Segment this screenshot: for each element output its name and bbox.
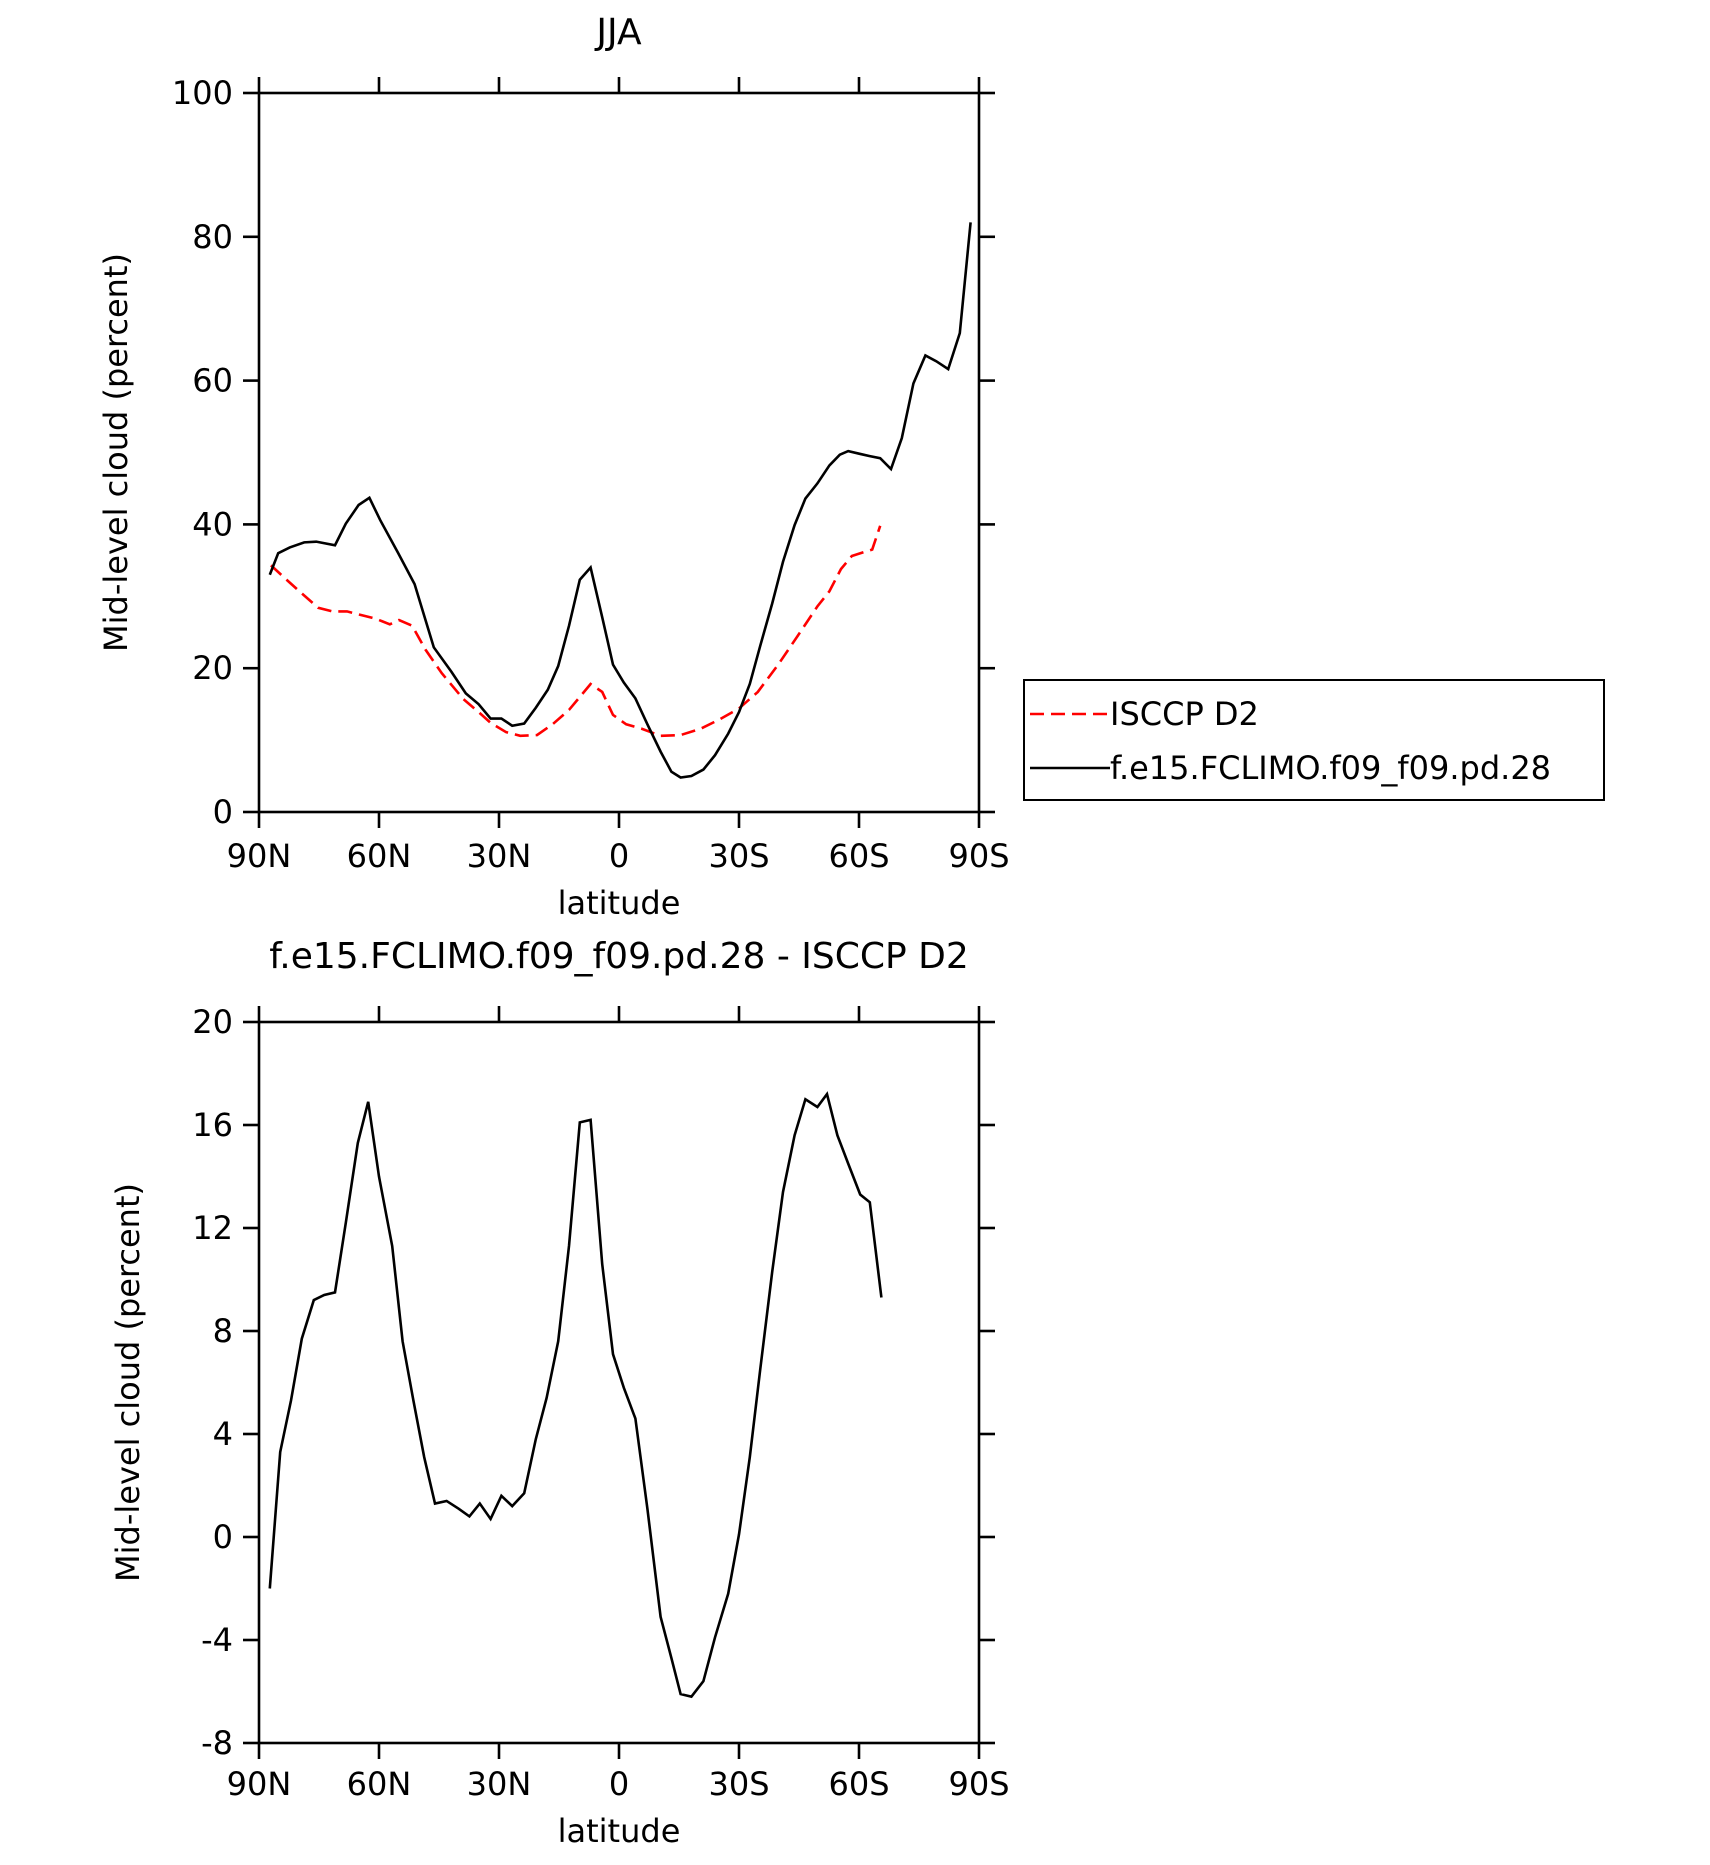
y-tick-label: 60 [192,362,233,400]
plot-frame [257,91,981,814]
y-tick-label: -4 [201,1621,233,1659]
x-tick-label: 90N [227,837,292,875]
y-tick-label: 20 [192,1003,233,1041]
x-tick-label: 90N [227,1765,292,1803]
y-tick-label: 8 [213,1312,233,1350]
y-axis-label: Mid-level cloud (percent) [97,253,135,652]
x-tick-label: 60N [347,837,412,875]
x-tick-label: 90S [948,1765,1009,1803]
y-tick-label: 20 [192,649,233,687]
x-axis-label: latitude [558,1812,681,1850]
y-tick-label: -8 [201,1724,233,1762]
y-tick-label: 80 [192,218,233,256]
legend-label: ISCCP D2 [1110,695,1259,733]
data-line [268,1091,883,1699]
y-tick-label: 100 [172,74,233,112]
y-tick-label: 0 [213,793,233,831]
x-tick-label: 30S [708,837,769,875]
legend-label: f.e15.FCLIMO.f09_f09.pd.28 [1110,749,1551,787]
y-tick-label: 16 [192,1106,233,1144]
data-line [268,222,972,779]
x-tick-label: 90S [948,837,1009,875]
y-axis-label: Mid-level cloud (percent) [109,1183,147,1582]
x-axis-label: latitude [558,884,681,922]
y-tick-label: 0 [213,1518,233,1556]
x-tick-label: 0 [609,837,629,875]
y-tick-label: 12 [192,1209,233,1247]
x-tick-label: 60S [828,1765,889,1803]
plot-frame [257,1020,981,1745]
y-tick-label: 4 [213,1415,233,1453]
legend-box [1023,679,1605,801]
chart-title: JJA [594,12,642,53]
x-tick-label: 30S [708,1765,769,1803]
chart-title: f.e15.FCLIMO.f09_f09.pd.28 - ISCCP D2 [269,936,969,977]
y-tick-label: 40 [192,505,233,543]
x-tick-label: 0 [609,1765,629,1803]
x-tick-label: 60S [828,837,889,875]
data-line [270,525,882,738]
x-tick-label: 60N [347,1765,412,1803]
x-tick-label: 30N [467,837,532,875]
x-tick-label: 30N [467,1765,532,1803]
